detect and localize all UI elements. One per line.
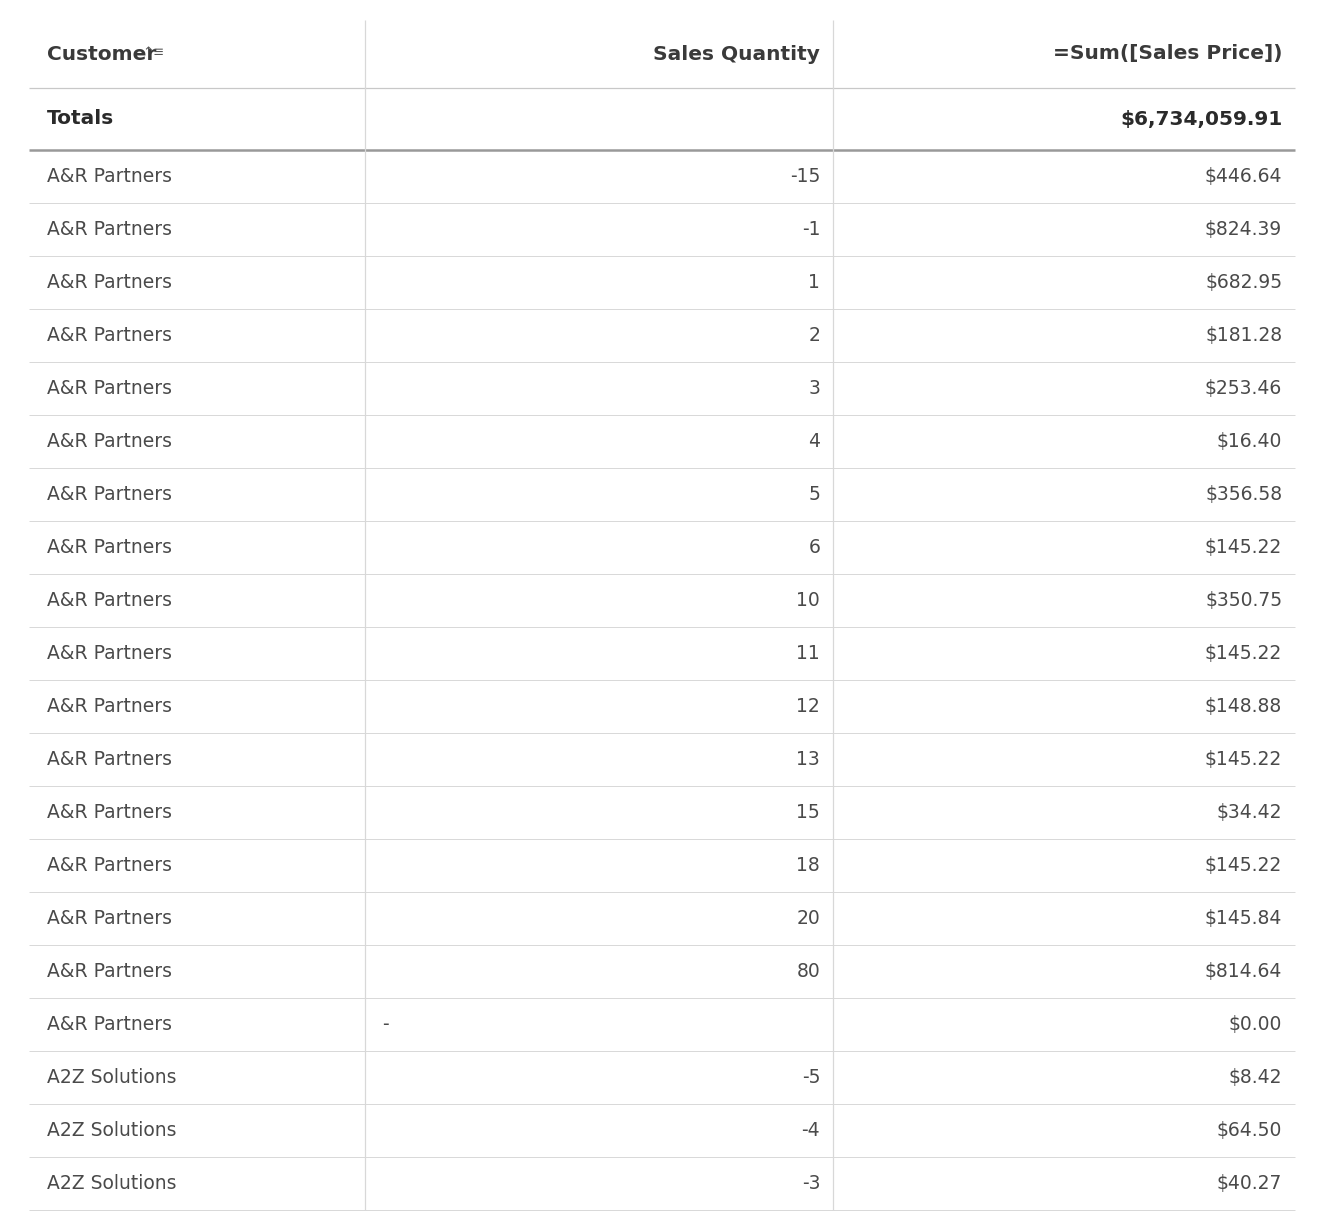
Bar <box>29 468 1295 521</box>
Bar <box>29 1051 1295 1104</box>
Text: A2Z Solutions: A2Z Solutions <box>46 1121 176 1140</box>
Text: 80: 80 <box>797 962 821 980</box>
Text: =Sum([Sales Price]): =Sum([Sales Price]) <box>1053 44 1282 64</box>
Text: $64.50: $64.50 <box>1217 1121 1282 1140</box>
Text: A&R Partners: A&R Partners <box>46 166 172 186</box>
Text: A&R Partners: A&R Partners <box>46 909 172 928</box>
Text: -4: -4 <box>801 1121 821 1140</box>
Text: Sales Quantity: Sales Quantity <box>653 44 821 64</box>
Text: 15: 15 <box>797 803 821 823</box>
Text: 3: 3 <box>809 379 821 398</box>
Text: A2Z Solutions: A2Z Solutions <box>46 1174 176 1193</box>
Bar <box>29 945 1295 998</box>
Text: 2: 2 <box>809 326 821 345</box>
Text: $148.88: $148.88 <box>1205 696 1282 716</box>
Text: A&R Partners: A&R Partners <box>46 539 172 557</box>
Text: $356.58: $356.58 <box>1205 485 1282 504</box>
Text: $145.22: $145.22 <box>1205 539 1282 557</box>
Text: A&R Partners: A&R Partners <box>46 750 172 769</box>
Text: 12: 12 <box>797 696 821 716</box>
Bar <box>29 733 1295 786</box>
Bar <box>29 308 1295 362</box>
Text: $824.39: $824.39 <box>1205 220 1282 239</box>
Bar <box>29 151 1295 203</box>
Text: A&R Partners: A&R Partners <box>46 962 172 980</box>
Text: 10: 10 <box>797 591 821 610</box>
Text: 18: 18 <box>797 856 821 875</box>
Text: A&R Partners: A&R Partners <box>46 644 172 663</box>
Text: $0.00: $0.00 <box>1229 1015 1282 1034</box>
Text: A&R Partners: A&R Partners <box>46 803 172 823</box>
Text: 6: 6 <box>809 539 821 557</box>
Text: $682.95: $682.95 <box>1205 273 1282 293</box>
Text: A&R Partners: A&R Partners <box>46 220 172 239</box>
Text: -5: -5 <box>802 1069 821 1087</box>
Bar <box>29 256 1295 308</box>
Text: $446.64: $446.64 <box>1205 166 1282 186</box>
Text: $814.64: $814.64 <box>1205 962 1282 980</box>
Text: -15: -15 <box>790 166 821 186</box>
Text: ↑≡: ↑≡ <box>142 47 164 60</box>
Bar <box>29 20 1295 88</box>
Bar <box>29 415 1295 468</box>
Text: -3: -3 <box>802 1174 821 1193</box>
Text: $6,734,059.91: $6,734,059.91 <box>1120 109 1282 129</box>
Bar <box>29 203 1295 256</box>
Bar <box>29 892 1295 945</box>
Text: $145.22: $145.22 <box>1205 856 1282 875</box>
Text: 20: 20 <box>797 909 821 928</box>
Bar <box>29 1104 1295 1157</box>
Text: 1: 1 <box>809 273 821 293</box>
Text: $16.40: $16.40 <box>1217 432 1282 450</box>
Text: 11: 11 <box>797 644 821 663</box>
Text: $8.42: $8.42 <box>1229 1069 1282 1087</box>
Text: A&R Partners: A&R Partners <box>46 432 172 450</box>
Text: A&R Partners: A&R Partners <box>46 696 172 716</box>
Text: A2Z Solutions: A2Z Solutions <box>46 1069 176 1087</box>
Text: -: - <box>383 1015 389 1034</box>
Text: A&R Partners: A&R Partners <box>46 1015 172 1034</box>
Text: A&R Partners: A&R Partners <box>46 591 172 610</box>
Bar <box>29 521 1295 574</box>
Text: $181.28: $181.28 <box>1205 326 1282 345</box>
Text: 4: 4 <box>808 432 821 450</box>
Text: A&R Partners: A&R Partners <box>46 273 172 293</box>
Text: 13: 13 <box>797 750 821 769</box>
Text: -1: -1 <box>802 220 821 239</box>
Text: A&R Partners: A&R Partners <box>46 856 172 875</box>
Text: Customer: Customer <box>46 44 156 64</box>
Text: 5: 5 <box>809 485 821 504</box>
Text: $350.75: $350.75 <box>1205 591 1282 610</box>
Bar <box>29 998 1295 1051</box>
Text: Totals: Totals <box>46 109 114 129</box>
Text: $145.84: $145.84 <box>1205 909 1282 928</box>
Text: A&R Partners: A&R Partners <box>46 326 172 345</box>
Text: $34.42: $34.42 <box>1217 803 1282 823</box>
Text: A&R Partners: A&R Partners <box>46 485 172 504</box>
Bar <box>29 362 1295 415</box>
Text: A&R Partners: A&R Partners <box>46 379 172 398</box>
Bar <box>29 681 1295 733</box>
Text: $145.22: $145.22 <box>1205 750 1282 769</box>
Bar <box>29 838 1295 892</box>
Text: $253.46: $253.46 <box>1205 379 1282 398</box>
Text: $145.22: $145.22 <box>1205 644 1282 663</box>
Bar <box>29 786 1295 838</box>
Text: $40.27: $40.27 <box>1217 1174 1282 1193</box>
Bar <box>29 627 1295 681</box>
Bar <box>29 574 1295 627</box>
Bar <box>29 1157 1295 1211</box>
Bar <box>29 88 1295 151</box>
